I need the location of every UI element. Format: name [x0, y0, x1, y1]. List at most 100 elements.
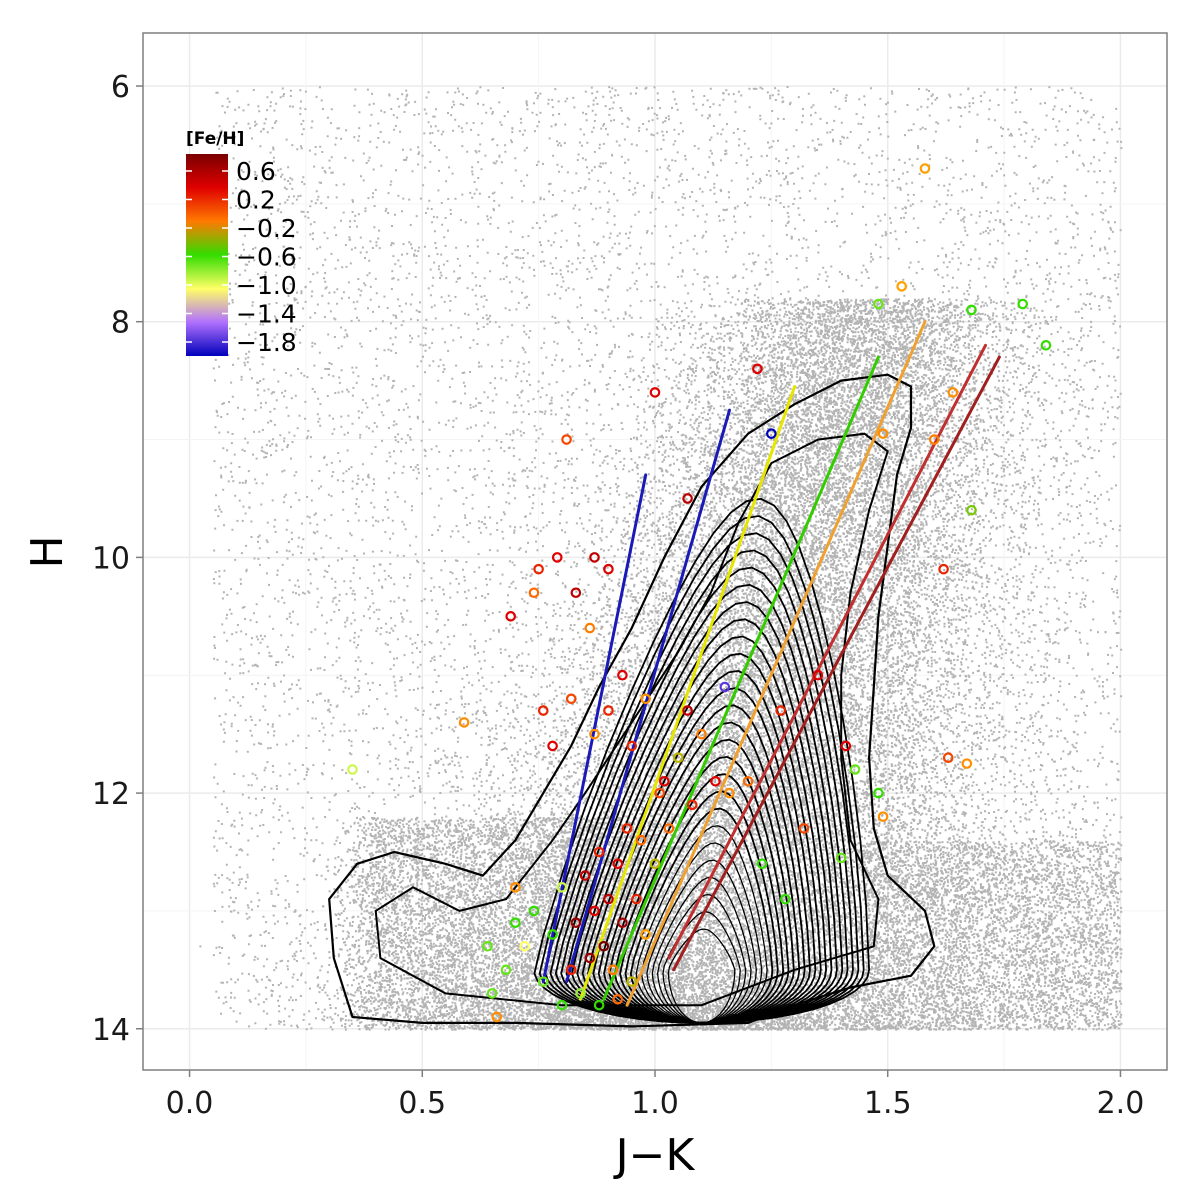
star-point — [756, 858, 768, 870]
legend: [Fe/H] 0.60.2−0.2−0.6−1.0−1.4−1.8 — [186, 129, 297, 357]
star-point — [696, 728, 707, 740]
star-point — [966, 504, 977, 516]
star-point — [547, 929, 558, 940]
star-point — [626, 976, 638, 987]
star-point — [961, 758, 973, 769]
star-point — [682, 705, 693, 716]
x-tick-label: 0.0 — [166, 1086, 214, 1121]
isochrone-line — [541, 473, 648, 984]
star-point — [603, 893, 614, 905]
star-point — [710, 775, 721, 787]
star-point — [873, 298, 884, 310]
x-tick-label: 1.5 — [864, 1086, 912, 1121]
star-point — [686, 799, 698, 811]
star-point — [603, 563, 614, 575]
star-point — [570, 587, 582, 599]
star-point — [640, 929, 651, 940]
star-point — [589, 905, 600, 917]
legend-label: −1.4 — [236, 300, 297, 329]
x-tick-label: 0.5 — [398, 1086, 446, 1121]
contour-level — [667, 928, 736, 1024]
star-point — [635, 834, 647, 846]
star-point — [551, 552, 563, 563]
star-point — [919, 163, 931, 174]
star-point — [877, 811, 889, 822]
star-point — [849, 764, 861, 775]
star-point — [1040, 339, 1052, 351]
star-point — [458, 717, 470, 728]
contour-level — [646, 859, 757, 1024]
y-tick-label: 8 — [111, 306, 130, 341]
field-star-points — [199, 86, 1123, 1031]
star-point — [528, 905, 540, 917]
legend-label: −1.8 — [236, 328, 297, 357]
star-point — [491, 1011, 503, 1023]
star-point — [654, 787, 665, 799]
isochrone-line — [579, 385, 797, 1001]
star-point — [719, 681, 731, 693]
star-point — [584, 622, 596, 634]
star-point — [570, 917, 582, 928]
legend-label: 0.6 — [236, 157, 276, 186]
star-point — [537, 705, 549, 716]
y-tick-label: 14 — [92, 1013, 130, 1048]
contour-level — [656, 893, 747, 1024]
y-tick-label: 12 — [92, 777, 130, 812]
star-point — [659, 775, 670, 787]
star-point — [966, 304, 977, 316]
contour-level — [629, 807, 774, 1024]
star-point — [533, 563, 544, 575]
star-point — [896, 281, 907, 292]
star-point — [742, 775, 754, 787]
star-point — [1017, 298, 1029, 310]
star-point — [528, 587, 540, 599]
star-point — [612, 993, 624, 1005]
x-axis-title: J−K — [613, 1130, 696, 1181]
star-point — [598, 940, 610, 952]
star-point — [347, 764, 358, 775]
contour-level — [651, 876, 752, 1024]
star-point — [631, 893, 642, 905]
contour-level — [662, 911, 741, 1024]
star-point — [500, 964, 512, 976]
star-point — [575, 988, 586, 999]
star-point — [547, 740, 558, 752]
star-point — [510, 882, 521, 893]
star-point — [873, 787, 884, 799]
x-tick-label: 2.0 — [1097, 1086, 1145, 1121]
star-point — [607, 964, 619, 976]
y-axis-title: H — [22, 535, 73, 568]
star-point — [942, 752, 954, 764]
star-point — [556, 882, 568, 893]
star-point — [593, 999, 605, 1011]
star-point — [947, 387, 959, 398]
star-point — [835, 852, 847, 864]
legend-colorbar — [186, 154, 228, 356]
star-point — [798, 823, 810, 834]
isochrone-line — [602, 355, 880, 1001]
legend-label: 0.2 — [236, 186, 276, 215]
star-point — [780, 893, 791, 905]
legend-label: −1.0 — [236, 271, 297, 300]
star-point — [565, 964, 577, 976]
legend-label: −0.6 — [236, 243, 297, 272]
star-point — [561, 434, 572, 445]
isochrone-line — [625, 320, 927, 1007]
star-point — [682, 493, 693, 504]
star-point — [621, 823, 633, 834]
star-point — [775, 705, 786, 716]
star-point — [617, 917, 628, 928]
star-point — [556, 999, 568, 1011]
star-point — [672, 752, 684, 764]
x-tick-label: 1.0 — [631, 1086, 679, 1121]
star-point — [579, 870, 591, 881]
star-point — [938, 563, 949, 575]
star-point — [752, 363, 763, 375]
field-stars — [199, 86, 1123, 1031]
highlighted-stars — [347, 163, 1052, 1023]
contour-level — [635, 825, 768, 1024]
contour-outer — [328, 373, 936, 1028]
isochrone-line — [667, 343, 987, 960]
star-point — [603, 705, 614, 716]
